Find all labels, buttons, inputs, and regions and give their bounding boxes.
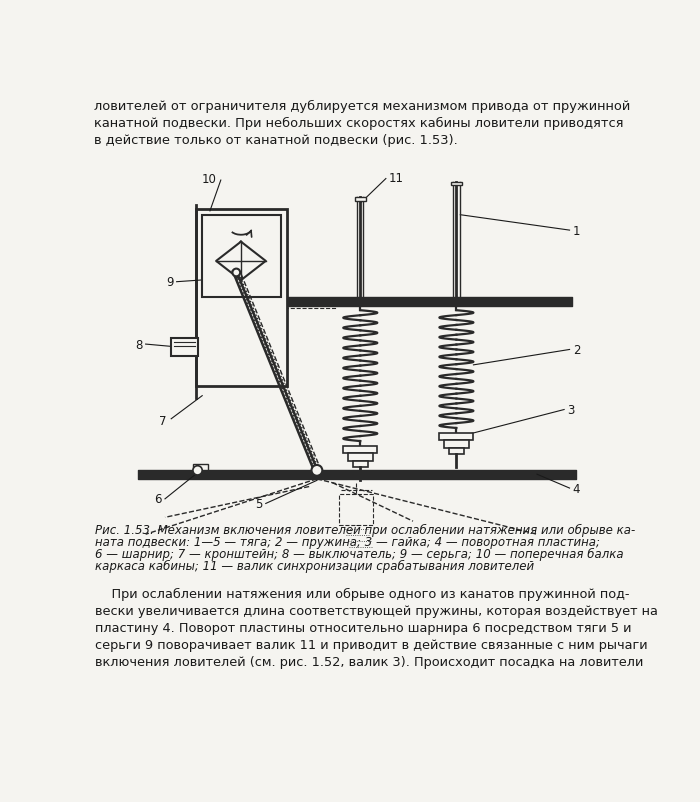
Text: Рис. 1.53. Механизм включения ловителей при ослаблении натяжения или обрыве ка-: Рис. 1.53. Механизм включения ловителей … <box>95 523 636 536</box>
Text: 9: 9 <box>166 276 174 289</box>
Bar <box>343 446 377 454</box>
Text: При ослаблении натяжения или обрыве одного из канатов пружинной под-
вески увели: При ослаблении натяжения или обрыве одно… <box>95 587 658 669</box>
Bar <box>444 441 469 448</box>
Text: 1: 1 <box>573 225 580 237</box>
Text: 2: 2 <box>573 343 580 357</box>
Bar <box>353 461 368 468</box>
Bar <box>202 216 281 298</box>
Text: 10: 10 <box>202 172 217 186</box>
Bar <box>193 464 209 471</box>
Bar <box>340 495 374 525</box>
Text: 4: 4 <box>573 482 580 495</box>
Bar <box>172 338 197 356</box>
Bar <box>449 448 464 455</box>
Circle shape <box>312 465 322 476</box>
Text: 6: 6 <box>155 492 162 506</box>
Text: каркаса кабины; 11 — валик синхронизации срабатывания ловителей: каркаса кабины; 11 — валик синхронизации… <box>95 559 534 572</box>
Bar <box>440 433 473 441</box>
Text: 6 — шарнир; 7 — кронштейн; 8 — выключатель; 9 — серьга; 10 — поперечная балка: 6 — шарнир; 7 — кронштейн; 8 — выключате… <box>95 547 624 560</box>
Text: ловителей от ограничителя дублируется механизмом привода от пружинной
канатной п: ловителей от ограничителя дублируется ме… <box>94 100 630 148</box>
Bar <box>348 454 372 461</box>
Text: 8: 8 <box>135 338 143 351</box>
Text: ната подвески: 1—5 — тяга; 2 — пружина; 3 — гайка; 4 — поворотная пластина;: ната подвески: 1—5 — тяга; 2 — пружина; … <box>95 535 601 548</box>
Circle shape <box>193 466 202 476</box>
Bar <box>355 198 365 201</box>
Text: 7: 7 <box>159 415 167 427</box>
Bar <box>196 210 288 387</box>
Text: 3: 3 <box>567 403 575 416</box>
Text: 5: 5 <box>256 497 262 510</box>
Circle shape <box>232 269 240 277</box>
Text: 11: 11 <box>389 172 403 185</box>
Bar <box>451 182 462 186</box>
